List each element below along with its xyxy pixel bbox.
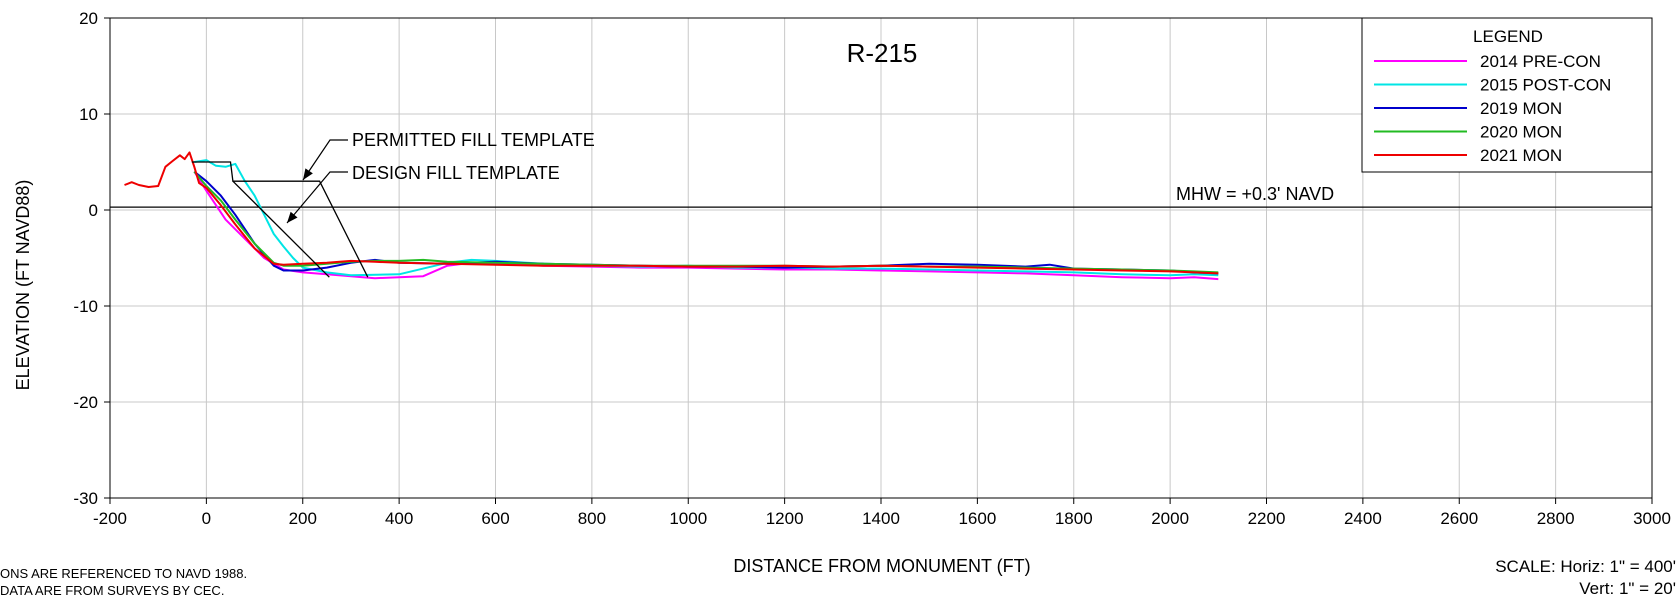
legend-box [1361, 17, 1653, 173]
note-line-1: ONS ARE REFERENCED TO NAVD 1988. [0, 566, 247, 581]
y-tick-label: 0 [89, 201, 98, 220]
series-line-3 [193, 170, 1219, 275]
x-tick-label: 2800 [1537, 509, 1575, 528]
x-tick-label: 1400 [862, 509, 900, 528]
legend-label: 2014 PRE-CON [1480, 52, 1601, 71]
x-tick-label: 1600 [958, 509, 996, 528]
design-leader [286, 171, 348, 224]
series-line-4 [193, 170, 1219, 274]
x-tick-label: 1800 [1055, 509, 1093, 528]
scale-horiz: SCALE: Horiz: 1" = 400' [1495, 557, 1676, 576]
x-tick-label: 2000 [1151, 509, 1189, 528]
x-tick-label: 800 [578, 509, 606, 528]
x-tick-label: 2400 [1344, 509, 1382, 528]
design-template-label: DESIGN FILL TEMPLATE [352, 163, 560, 183]
x-axis-title: DISTANCE FROM MONUMENT (FT) [733, 556, 1030, 576]
fill-templates [191, 139, 369, 278]
legend: LEGEND 2014 PRE-CON 2015 POST-CON 2019 MON… [1361, 17, 1653, 173]
x-tick-label: 2200 [1248, 509, 1286, 528]
x-tick-label: 0 [202, 509, 211, 528]
x-tick-label: 1000 [669, 509, 707, 528]
x-tick-label: 600 [481, 509, 509, 528]
legend-label: 2021 MON [1480, 146, 1562, 165]
permitted-leader-arrowhead [303, 168, 313, 180]
x-tick-label: 1200 [766, 509, 804, 528]
legend-label: 2015 POST-CON [1480, 76, 1611, 95]
x-tick-label: 400 [385, 509, 413, 528]
y-axis-title: ELEVATION (FT NAVD88) [13, 180, 33, 391]
scale-vert: Vert: 1" = 20' [1579, 579, 1676, 598]
x-tick-label: 200 [289, 509, 317, 528]
mhw-label: MHW = +0.3' NAVD [1176, 184, 1334, 204]
x-tick-label: -200 [93, 509, 127, 528]
y-tick-label: -20 [73, 393, 98, 412]
design-template-line [232, 180, 330, 278]
legend-title: LEGEND [1473, 27, 1543, 46]
series-line-2 [194, 159, 1219, 277]
series-lines [124, 151, 1219, 281]
x-tick-label: 3000 [1633, 509, 1671, 528]
y-tick-label: -30 [73, 489, 98, 508]
y-tick-label: 20 [79, 9, 98, 28]
design-leader-arrowhead [287, 211, 298, 223]
chart-title: R-215 [847, 38, 918, 68]
note-line-2: DATA ARE FROM SURVEYS BY CEC. [0, 583, 224, 598]
permitted-template-label: PERMITTED FILL TEMPLATE [352, 130, 595, 150]
y-tick-label: 10 [79, 105, 98, 124]
legend-label: 2020 MON [1480, 123, 1562, 142]
axis-ticks: -200 0 200 400 600 800 1000 1200 1400 1600 1800 200… [73, 9, 1670, 528]
permitted-template-line [191, 161, 369, 278]
permitted-leader [302, 139, 348, 181]
y-tick-label: -10 [73, 297, 98, 316]
x-tick-label: 2600 [1440, 509, 1478, 528]
series-line-5 [124, 151, 1219, 275]
legend-label: 2019 MON [1480, 99, 1562, 118]
legend-items: 2014 PRE-CON 2015 POST-CON 2019 MON 2020 MO… [1374, 52, 1611, 165]
